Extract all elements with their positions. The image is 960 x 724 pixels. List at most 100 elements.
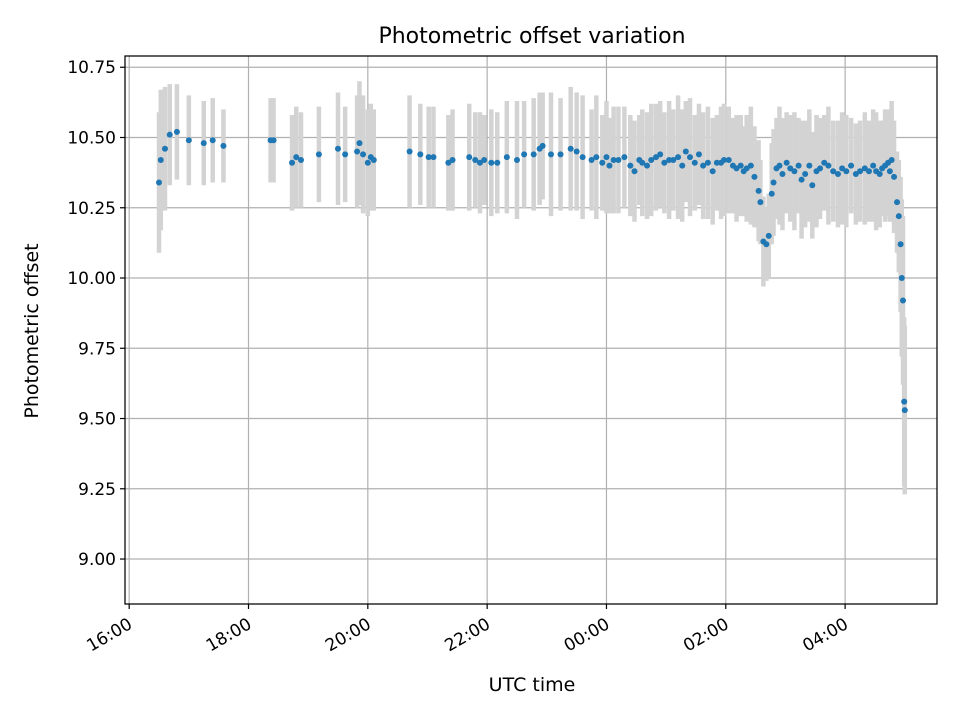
data-point [370, 156, 377, 163]
y-tick-label: 9.75 [78, 339, 116, 359]
data-point [901, 398, 908, 405]
data-point [621, 154, 628, 161]
x-tick-label: 16:00 [83, 614, 135, 656]
point-layer [156, 128, 908, 414]
data-point [806, 162, 813, 169]
data-point [488, 159, 495, 166]
data-point [894, 199, 901, 206]
data-point [755, 187, 762, 194]
data-point [802, 171, 809, 178]
data-point [200, 140, 207, 147]
data-point [417, 151, 424, 158]
data-point [770, 179, 777, 186]
data-point [603, 154, 610, 161]
data-point [293, 154, 300, 161]
data-point [686, 154, 693, 161]
data-point [817, 165, 824, 172]
data-point [220, 142, 227, 149]
data-point [747, 162, 754, 169]
data-point [639, 159, 646, 166]
data-point [666, 156, 673, 163]
data-point [857, 168, 864, 175]
data-point [737, 162, 744, 169]
data-point [765, 232, 772, 239]
data-point [364, 159, 371, 166]
data-point [843, 168, 850, 175]
data-point [661, 159, 668, 166]
x-tick-label: 00:00 [561, 614, 613, 656]
data-point [751, 173, 758, 180]
y-tick-label: 10.50 [67, 128, 116, 148]
data-point [298, 156, 305, 163]
data-point [166, 131, 173, 138]
data-point [360, 151, 367, 158]
x-tick-label: 22:00 [441, 614, 493, 656]
data-point [599, 159, 606, 166]
data-point [466, 154, 473, 161]
data-point [830, 168, 837, 175]
data-point [791, 168, 798, 175]
data-point [691, 159, 698, 166]
data-point [173, 128, 180, 135]
data-point [356, 140, 363, 147]
data-point [897, 241, 904, 248]
data-point [783, 159, 790, 166]
data-point [430, 154, 437, 161]
data-point [606, 162, 613, 169]
chart-title: Photometric offset variation [378, 24, 685, 49]
data-point [809, 182, 816, 189]
data-point [763, 241, 770, 248]
data-point [425, 154, 432, 161]
data-point [185, 137, 192, 144]
data-point [704, 159, 711, 166]
data-point [557, 151, 564, 158]
data-point [593, 154, 600, 161]
data-point [700, 162, 707, 169]
x-axis-label: UTC time [489, 674, 576, 696]
y-tick-label: 9.00 [78, 550, 116, 570]
data-point [776, 162, 783, 169]
data-point [901, 407, 908, 414]
x-tick-label: 20:00 [322, 614, 374, 656]
data-point [891, 173, 898, 180]
data-point [795, 162, 802, 169]
data-point [354, 148, 361, 155]
data-point [503, 154, 510, 161]
data-point [888, 156, 895, 163]
data-point [334, 145, 341, 152]
data-point [494, 159, 501, 166]
data-point [870, 162, 877, 169]
data-point [865, 168, 872, 175]
data-point [209, 137, 216, 144]
data-point [768, 190, 775, 197]
data-point [798, 176, 805, 183]
data-point [899, 297, 906, 304]
y-tick-label: 9.50 [78, 410, 116, 430]
y-tick-label: 9.25 [78, 480, 116, 500]
data-point [709, 168, 716, 175]
data-point [886, 168, 893, 175]
data-point [156, 179, 163, 186]
x-tick-label: 04:00 [799, 614, 851, 656]
data-point [725, 156, 732, 163]
data-point [567, 145, 574, 152]
data-point [547, 151, 554, 158]
data-point [679, 162, 686, 169]
data-point [631, 168, 638, 175]
data-point [695, 151, 702, 158]
data-point [270, 137, 277, 144]
data-point [588, 156, 595, 163]
data-point [579, 154, 586, 161]
x-tick-label: 18:00 [203, 614, 255, 656]
y-tick-label: 10.75 [67, 58, 116, 78]
data-point [876, 171, 883, 178]
data-point [573, 148, 580, 155]
data-point [721, 156, 728, 163]
data-point [657, 151, 664, 158]
data-point [670, 156, 677, 163]
data-point [615, 156, 622, 163]
data-point [713, 159, 720, 166]
data-point [848, 162, 855, 169]
data-point [530, 151, 537, 158]
data-point [406, 148, 413, 155]
